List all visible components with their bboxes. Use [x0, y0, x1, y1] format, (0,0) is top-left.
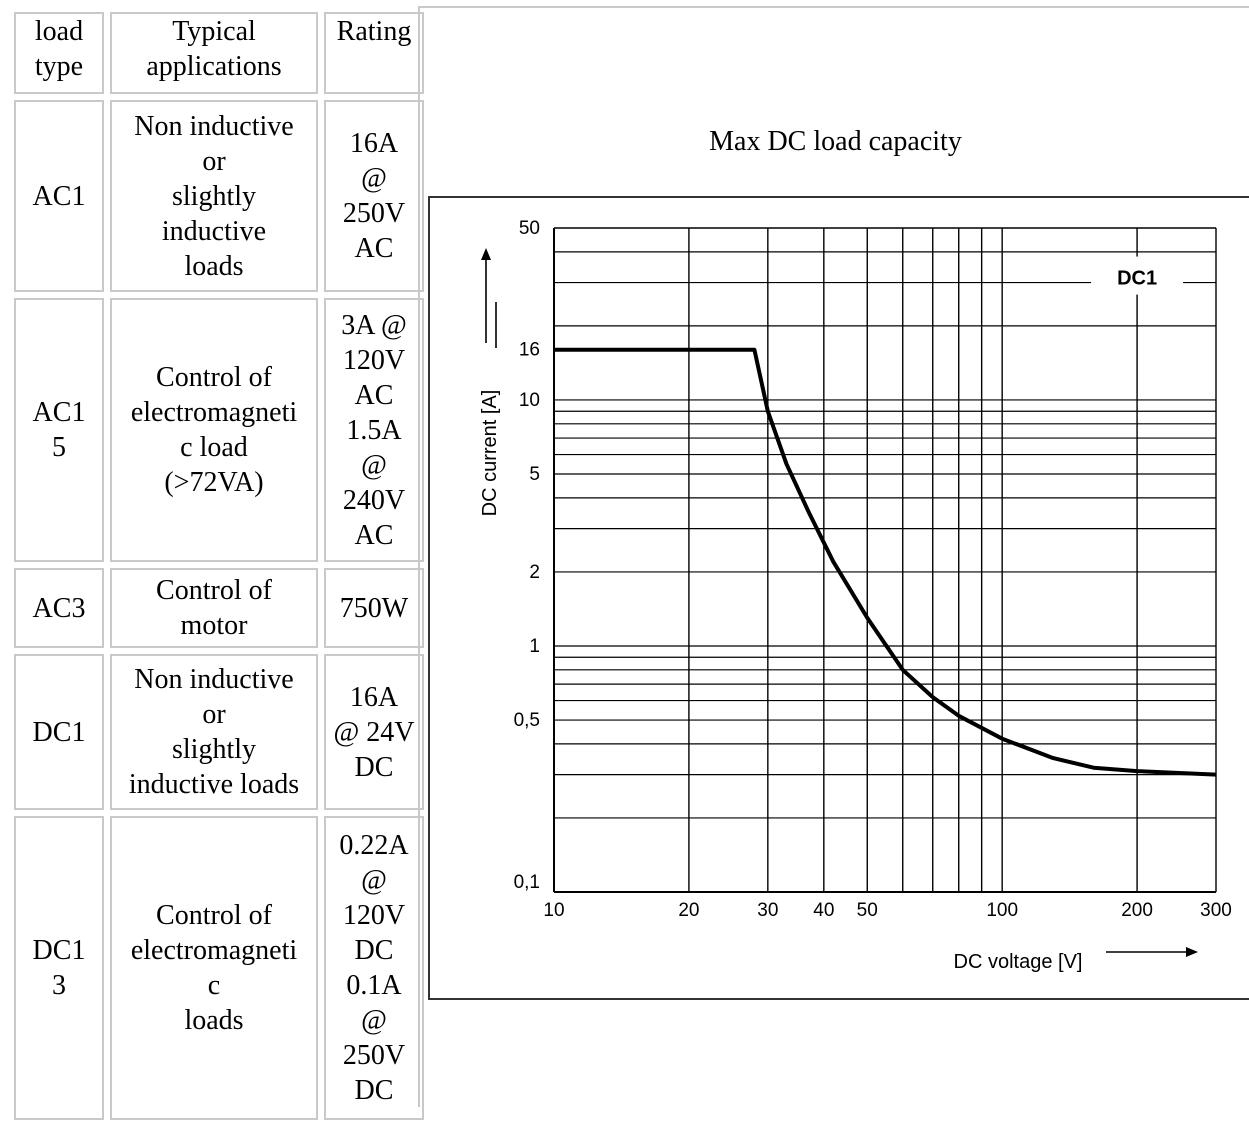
- application-cell: Control of electromagneti c loads: [110, 816, 318, 1120]
- rating-cell: 0.22A @ 120V DC 0.1A @ 250V DC: [324, 816, 424, 1120]
- application-cell: Non inductive or slightly inductive load…: [110, 100, 318, 292]
- chart-title: Max DC load capacity: [709, 126, 962, 157]
- y-tick-label: 50: [519, 218, 540, 239]
- table-row: AC1 Non inductive or slightly inductive …: [14, 100, 424, 292]
- application-cell: Control of electromagneti c load (>72VA): [110, 298, 318, 562]
- header-load-type: load type: [14, 12, 104, 94]
- series-label: DC1: [1117, 268, 1157, 290]
- y-tick-label: 5: [529, 464, 540, 485]
- series-label-background: [1091, 256, 1184, 295]
- application-cell: Non inductive or slightly inductive load…: [110, 654, 318, 810]
- load-type-cell: AC1 5: [14, 298, 104, 562]
- x-tick-label: 100: [986, 900, 1018, 921]
- table-row: AC1 5 Control of electromagneti c load (…: [14, 298, 424, 562]
- rating-cell: 16A @ 250V AC: [324, 100, 424, 292]
- x-tick-label: 200: [1121, 900, 1153, 921]
- x-tick-label: 50: [857, 900, 878, 921]
- rating-cell: 3A @ 120V AC 1.5A @ 240V AC: [324, 298, 424, 562]
- chart-panel: Max DC load capacity 10 20 30 40 50 100 200 300…: [418, 6, 1249, 1107]
- y-tick-label: 0,5: [514, 710, 540, 731]
- load-type-cell: AC1: [14, 100, 104, 292]
- x-tick-label: 40: [813, 900, 834, 921]
- application-cell: Control of motor: [110, 568, 318, 648]
- x-axis-label: DC voltage [V]: [954, 951, 1083, 973]
- x-axis-arrow-head: [1186, 947, 1198, 957]
- y-axis-label: DC current [A]: [479, 390, 501, 517]
- x-tick-label: 10: [543, 900, 564, 921]
- chart-frame: 10 20 30 40 50 100 200 300 0,1 0,5 1 2 5 10 16 50 DC vol…: [428, 196, 1249, 1000]
- table-row: DC1 3 Control of electromagneti c loads …: [14, 816, 424, 1120]
- x-tick-label: 30: [757, 900, 778, 921]
- load-spec-table: load type Typical applications Rating AC…: [8, 6, 430, 1126]
- header-typical-applications: Typical applications: [110, 12, 318, 94]
- rating-cell: 16A @ 24V DC: [324, 654, 424, 810]
- load-type-cell: DC1: [14, 654, 104, 810]
- y-axis-arrow-head: [481, 248, 491, 260]
- x-tick-label: 20: [678, 900, 699, 921]
- y-tick-label: 0,1: [514, 872, 540, 893]
- load-type-cell: AC3: [14, 568, 104, 648]
- rating-cell: 750W: [324, 568, 424, 648]
- table-header-row: load type Typical applications Rating: [14, 12, 424, 94]
- y-tick-label: 16: [519, 340, 540, 361]
- table-row: DC1 Non inductive or slightly inductive …: [14, 654, 424, 810]
- table-row: AC3 Control of motor 750W: [14, 568, 424, 648]
- dc-load-chart: 10 20 30 40 50 100 200 300 0,1 0,5 1 2 5 10 16 50 DC vol…: [479, 218, 1232, 973]
- x-tick-label: 300: [1200, 900, 1232, 921]
- load-type-cell: DC1 3: [14, 816, 104, 1120]
- y-tick-label: 10: [519, 390, 540, 411]
- y-tick-label: 1: [529, 636, 540, 657]
- y-tick-label: 2: [529, 562, 540, 583]
- series-line-dc1: [554, 347, 1217, 777]
- header-rating: Rating: [324, 12, 424, 94]
